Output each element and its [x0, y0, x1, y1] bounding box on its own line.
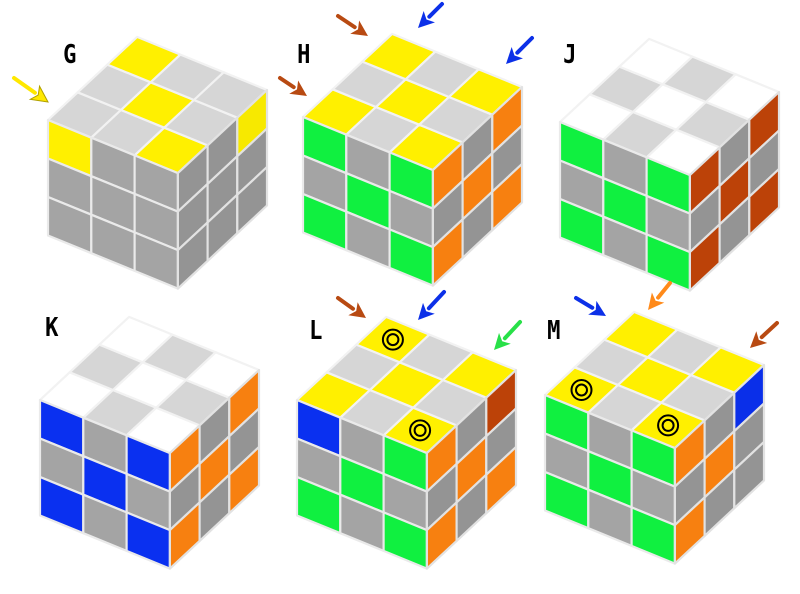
- right-sticker: [733, 440, 766, 510]
- blue-arrow-icon: [574, 296, 606, 316]
- cube-label-m: M: [547, 316, 561, 346]
- cube-k: [38, 315, 261, 570]
- brown-arrow-icon: [278, 76, 307, 96]
- cube-m: [543, 310, 766, 565]
- right-sticker: [491, 162, 524, 232]
- cube-label-l: L: [309, 316, 323, 346]
- cube-j: [558, 37, 781, 292]
- cube-label-j: J: [563, 40, 577, 70]
- cube-label-k: K: [45, 313, 59, 343]
- brown-arrow-icon: [336, 14, 368, 36]
- right-sticker: [748, 167, 781, 237]
- yellow-arrow-icon: [12, 76, 49, 103]
- target-marker-icon: [657, 414, 680, 437]
- blue-arrow-icon: [418, 290, 446, 320]
- right-sticker: [236, 165, 269, 235]
- blue-arrow-icon: [418, 2, 444, 28]
- cube-l: [295, 315, 518, 570]
- right-sticker: [485, 445, 518, 515]
- brown-arrow-icon: [750, 321, 779, 348]
- green-arrow-icon: [494, 320, 522, 350]
- target-marker-icon: [570, 379, 593, 401]
- cube-h: [301, 32, 524, 287]
- cube-label-h: H: [297, 40, 311, 70]
- brown-arrow-icon: [336, 296, 366, 318]
- target-marker-icon: [409, 419, 432, 442]
- blue-arrow-icon: [506, 36, 534, 64]
- orange-arrow-icon: [648, 281, 672, 310]
- right-sticker: [228, 445, 261, 515]
- cube-label-g: G: [63, 40, 77, 70]
- cube-g: [46, 35, 269, 290]
- target-marker-icon: [381, 328, 404, 351]
